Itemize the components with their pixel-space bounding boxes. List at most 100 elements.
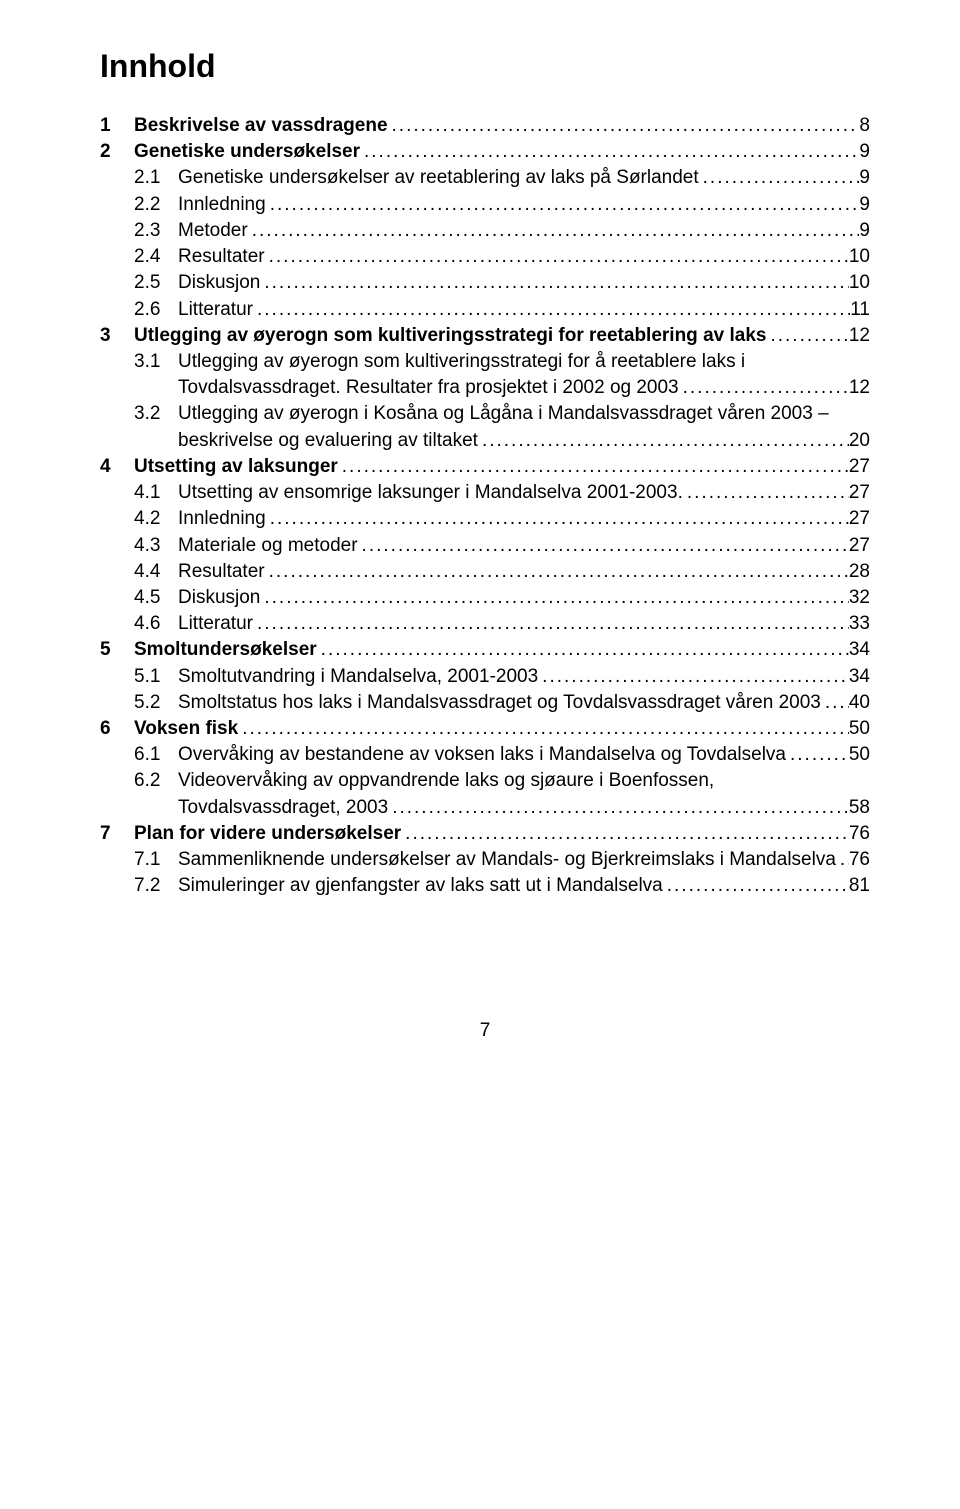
- toc-label: Litteratur: [178, 611, 253, 637]
- toc-entry: 4.2Innledning27: [100, 506, 870, 532]
- toc-entry: 4.5Diskusjon 32: [100, 585, 870, 611]
- toc-leader: [358, 533, 849, 559]
- toc-page: 32: [849, 585, 870, 611]
- toc-leader: [836, 847, 849, 873]
- toc-number: 4.5: [134, 585, 178, 611]
- toc-page: 34: [849, 637, 870, 663]
- toc-entry: 2.6Litteratur11: [100, 297, 870, 323]
- toc-page: 33: [849, 611, 870, 637]
- toc-leader: [360, 139, 859, 165]
- toc-label: beskrivelse og evaluering av tiltaket: [178, 428, 478, 454]
- toc-number: 3.2: [134, 401, 178, 427]
- toc-leader: [253, 611, 849, 637]
- toc-page: 50: [849, 742, 870, 768]
- toc-page: 50: [849, 716, 870, 742]
- toc-number: 6.2: [134, 768, 178, 794]
- toc-label: Materiale og metoder: [178, 533, 358, 559]
- toc-entry: 7.1Sammenliknende undersøkelser av Manda…: [100, 847, 870, 873]
- toc-page: 20: [849, 428, 870, 454]
- toc-entry: 2Genetiske undersøkelser9: [100, 139, 870, 165]
- toc-label: Videovervåking av oppvandrende laks og s…: [178, 768, 714, 794]
- toc-entry: 7Plan for videre undersøkelser76: [100, 821, 870, 847]
- toc-entry: 1Beskrivelse av vassdragene8: [100, 113, 870, 139]
- toc-label: Beskrivelse av vassdragene: [134, 113, 388, 139]
- toc-entry: 2.3Metoder9: [100, 218, 870, 244]
- toc-page: 27: [849, 454, 870, 480]
- toc-label: Metoder: [178, 218, 248, 244]
- toc-number: 2.5: [134, 270, 178, 296]
- toc-entry: 4.4Resultater28: [100, 559, 870, 585]
- toc-label: Genetiske undersøkelser: [134, 139, 360, 165]
- toc-page: 76: [849, 847, 870, 873]
- toc-page: 11: [850, 297, 870, 323]
- toc-page: 10: [849, 244, 870, 270]
- toc-number: 2.4: [134, 244, 178, 270]
- toc-entry: 6.2Videovervåking av oppvandrende laks o…: [100, 768, 870, 794]
- toc-leader: [663, 873, 849, 899]
- toc-number: 2.1: [134, 165, 178, 191]
- toc-leader: [253, 297, 850, 323]
- toc-entry: 6.1Overvåking av bestandene av voksen la…: [100, 742, 870, 768]
- toc-label: Smoltutvandring i Mandalselva, 2001-2003: [178, 664, 538, 690]
- toc-page: 81: [849, 873, 870, 899]
- toc-page: 27: [849, 533, 870, 559]
- toc-number: 5.2: [134, 690, 178, 716]
- toc-page: 58: [849, 795, 870, 821]
- toc-entry-continuation: Tovdalsvassdraget. Resultater fra prosje…: [100, 375, 870, 401]
- toc-leader: [786, 742, 849, 768]
- toc-label: Innledning: [178, 192, 266, 218]
- toc-number: 3.1: [134, 349, 178, 375]
- toc-label: Overvåking av bestandene av voksen laks …: [178, 742, 786, 768]
- toc-label: Sammenliknende undersøkelser av Mandals-…: [178, 847, 836, 873]
- toc-number: 7.2: [134, 873, 178, 899]
- toc-number: 5: [100, 637, 134, 663]
- toc-number: 7.1: [134, 847, 178, 873]
- toc-entry: 2.2Innledning9: [100, 192, 870, 218]
- toc-page: 40: [849, 690, 870, 716]
- toc-number: 4.6: [134, 611, 178, 637]
- toc-entry: 5Smoltundersøkelser 34: [100, 637, 870, 663]
- page-number: 7: [100, 1020, 870, 1042]
- toc-number: 2: [100, 139, 134, 165]
- toc-leader: [266, 506, 849, 532]
- document-page: Innhold 1Beskrivelse av vassdragene82Gen…: [0, 0, 960, 1082]
- toc-label: Voksen fisk: [134, 716, 238, 742]
- toc-entry-continuation: Tovdalsvassdraget, 200358: [100, 795, 870, 821]
- toc-page: 10: [849, 270, 870, 296]
- table-of-contents: 1Beskrivelse av vassdragene82Genetiske u…: [100, 113, 870, 900]
- toc-label: Diskusjon: [178, 270, 260, 296]
- toc-leader: [317, 637, 849, 663]
- toc-number: 6.1: [134, 742, 178, 768]
- toc-label: Tovdalsvassdraget. Resultater fra prosje…: [178, 375, 679, 401]
- toc-leader: [238, 716, 849, 742]
- toc-label: Simuleringer av gjenfangster av laks sat…: [178, 873, 663, 899]
- toc-page: 9: [859, 218, 870, 244]
- toc-leader: [265, 244, 849, 270]
- toc-number: 5.1: [134, 664, 178, 690]
- toc-entry: 6Voksen fisk50: [100, 716, 870, 742]
- toc-number: 4.3: [134, 533, 178, 559]
- toc-entry: 2.1Genetiske undersøkelser av reetableri…: [100, 165, 870, 191]
- toc-label: Resultater: [178, 244, 265, 270]
- toc-leader: [683, 480, 849, 506]
- toc-label: Utsetting av laksunger: [134, 454, 338, 480]
- toc-entry: 2.5Diskusjon 10: [100, 270, 870, 296]
- toc-label: Smoltundersøkelser: [134, 637, 317, 663]
- toc-page: 27: [849, 480, 870, 506]
- toc-leader: [388, 795, 849, 821]
- toc-label: Utlegging av øyerogn som kultiveringsstr…: [134, 323, 766, 349]
- toc-entry: 3.1Utlegging av øyerogn som kultiverings…: [100, 349, 870, 375]
- toc-title: Innhold: [100, 48, 870, 85]
- toc-entry: 4.1Utsetting av ensomrige laksunger i Ma…: [100, 480, 870, 506]
- toc-entry: 5.1Smoltutvandring i Mandalselva, 2001-2…: [100, 664, 870, 690]
- toc-leader: [265, 559, 849, 585]
- toc-label: Litteratur: [178, 297, 253, 323]
- toc-page: 8: [859, 113, 870, 139]
- toc-entry: 7.2Simuleringer av gjenfangster av laks …: [100, 873, 870, 899]
- toc-leader: [478, 428, 849, 454]
- toc-number: 3: [100, 323, 134, 349]
- toc-number: 2.2: [134, 192, 178, 218]
- toc-label: Utlegging av øyerogn som kultiveringsstr…: [178, 349, 745, 375]
- toc-label: Diskusjon: [178, 585, 260, 611]
- toc-entry: 4.3Materiale og metoder 27: [100, 533, 870, 559]
